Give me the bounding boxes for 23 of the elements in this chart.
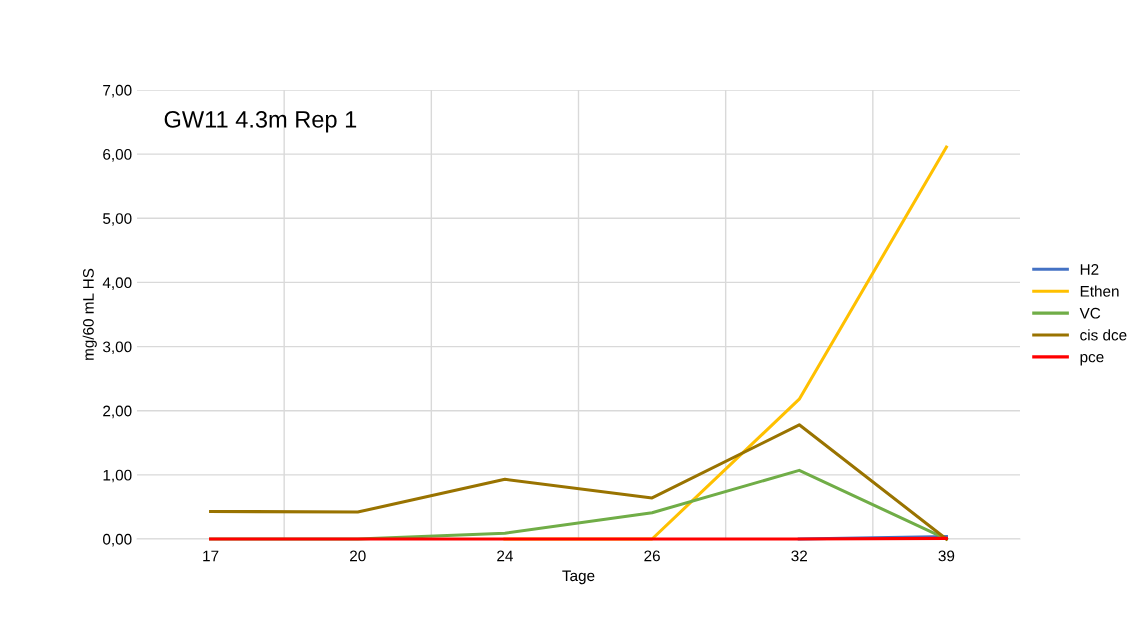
legend-label: Ethen	[1080, 285, 1119, 297]
y-tick-label: 6,00	[103, 149, 132, 162]
x-tick-label: 24	[497, 550, 513, 562]
legend-label: VC	[1079, 307, 1101, 319]
x-tick-label: 32	[791, 550, 807, 562]
y-tick-label: 2,00	[103, 405, 132, 419]
x-tick-label: 17	[203, 550, 219, 562]
y-axis-title: mg/60 mL HS	[82, 268, 97, 360]
legend-label: cis dce	[1080, 329, 1127, 341]
x-tick-label: 20	[350, 550, 366, 562]
legend-label: pce	[1080, 353, 1104, 366]
text: GW11 4.3m Rep 1	[164, 111, 357, 133]
y-tick-label: 1,00	[103, 469, 132, 483]
y-tick-label: 4,00	[102, 277, 132, 290]
x-tick-label: 39	[938, 550, 955, 562]
y-tick-label: 5,00	[103, 213, 132, 226]
line-series	[209, 423, 948, 541]
y-tick-label: 7,00	[103, 84, 132, 98]
y-tick-label: 3,00	[102, 341, 132, 355]
x-tick-label: 26	[644, 550, 660, 562]
x-axis-title: Tage	[562, 570, 595, 585]
legend-label: H2	[1080, 264, 1099, 275]
y-tick-label: 0,00	[103, 533, 132, 547]
